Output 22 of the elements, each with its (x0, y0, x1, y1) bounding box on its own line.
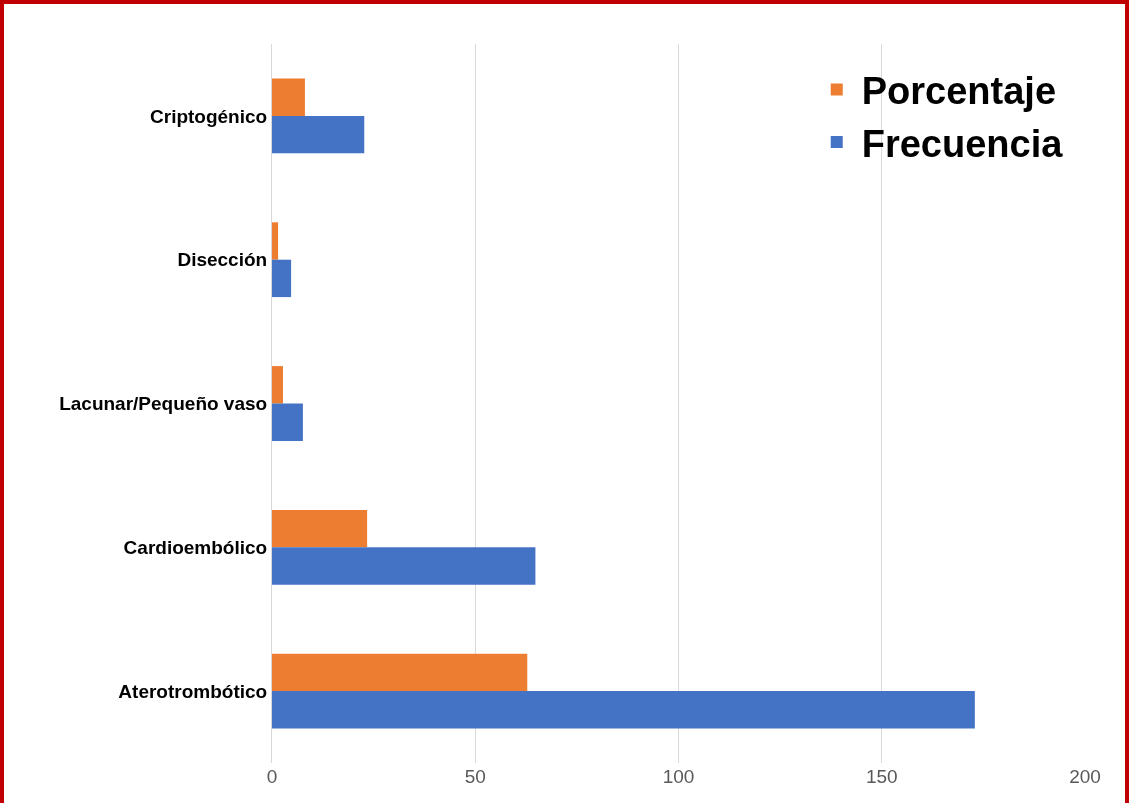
x-tick-label: 200 (1069, 766, 1101, 787)
bar (272, 691, 975, 729)
bar (272, 259, 292, 298)
x-tick-label: 50 (464, 766, 486, 787)
bar (272, 115, 365, 154)
bar (272, 366, 283, 404)
y-tick-label: Lacunar/Pequeño vaso (59, 393, 268, 415)
y-tick-label: Criptogénico (150, 105, 268, 127)
y-tick-label: Aterotrombótico (118, 680, 268, 702)
bar (272, 403, 303, 441)
bar (272, 78, 305, 116)
legend-label: Frecuencia (861, 122, 1064, 165)
x-tick-label: 0 (266, 766, 278, 787)
bar (272, 222, 279, 260)
legend-label: Porcentaje (861, 70, 1057, 113)
bar (272, 547, 536, 585)
y-tick-label: Cardioembólico (123, 536, 268, 558)
bar (272, 509, 368, 548)
x-tick-label: 100 (662, 766, 695, 787)
bar (272, 653, 528, 692)
x-tick-label: 150 (865, 766, 898, 787)
y-tick-label: Disección (177, 249, 268, 271)
